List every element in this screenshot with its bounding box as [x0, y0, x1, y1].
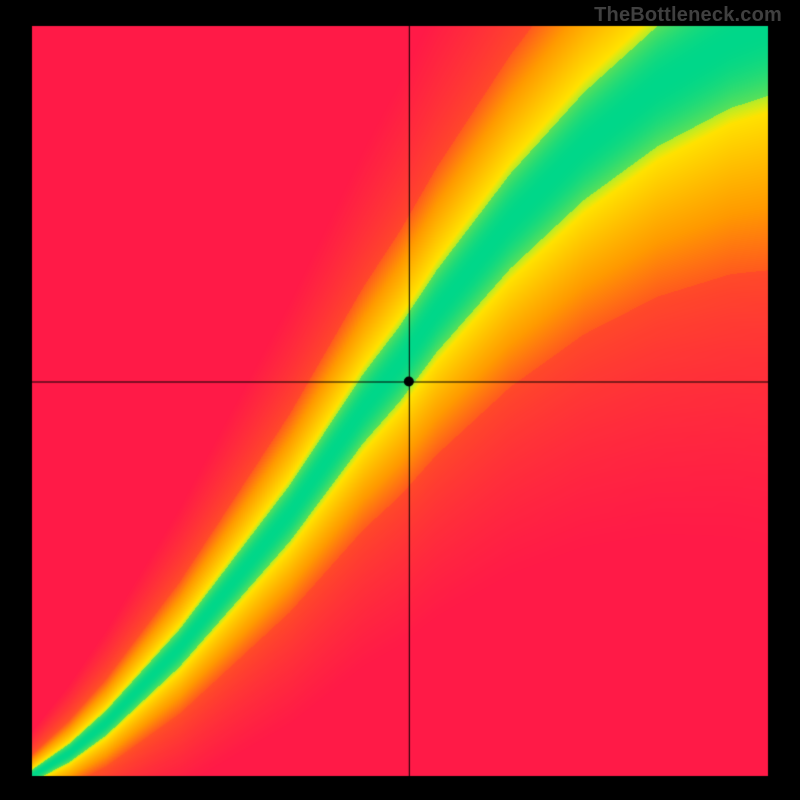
- bottleneck-heatmap-canvas: [0, 0, 800, 800]
- chart-container: TheBottleneck.com: [0, 0, 800, 800]
- watermark-text: TheBottleneck.com: [594, 4, 782, 27]
